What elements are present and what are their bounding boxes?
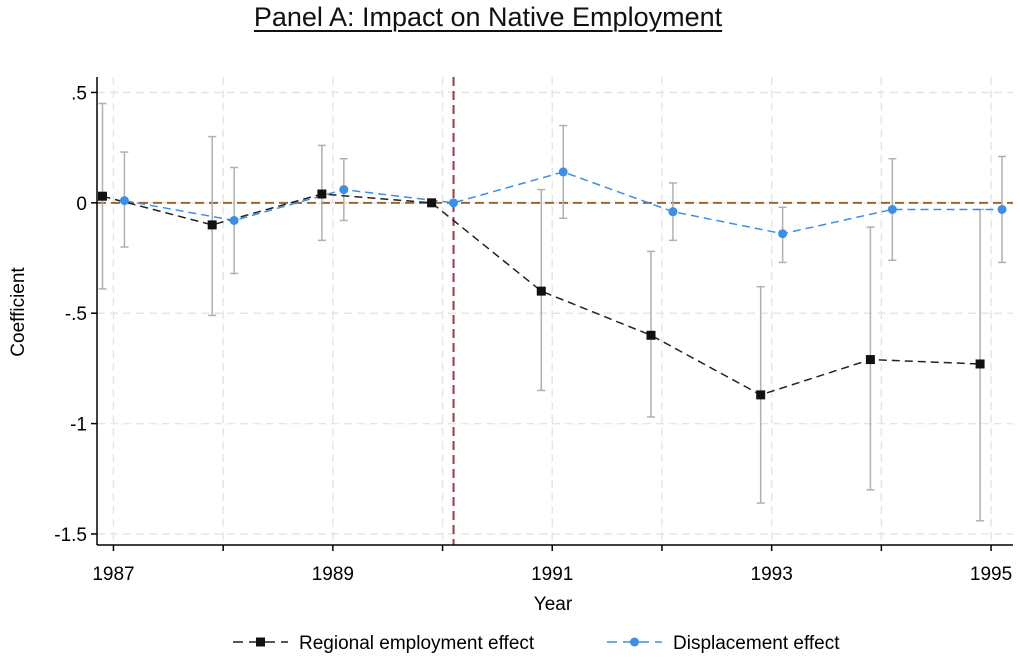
data-point-circle xyxy=(668,207,678,217)
reference-lines xyxy=(97,77,1013,545)
y-tick-label: .5 xyxy=(71,83,87,104)
x-tick-label: 1989 xyxy=(312,564,354,585)
y-tick-label: 0 xyxy=(76,194,87,215)
x-tick-label: 1987 xyxy=(92,564,134,585)
series-markers xyxy=(97,167,1007,400)
grid-lines xyxy=(97,77,1013,545)
data-point-square xyxy=(427,198,437,208)
x-axis-label: Year xyxy=(534,594,573,615)
legend-item: Regional employment effect xyxy=(233,633,535,654)
data-point-circle xyxy=(229,215,239,225)
data-point-square xyxy=(207,220,217,230)
data-point-square xyxy=(865,355,875,365)
x-tick-label: 1995 xyxy=(970,564,1012,585)
legend-marker-circle xyxy=(630,637,639,647)
data-point-circle xyxy=(997,204,1007,214)
series-line-0 xyxy=(102,193,981,396)
x-tick-label: 1993 xyxy=(751,564,793,585)
y-tick-label: -1 xyxy=(70,415,87,436)
legend-item: Displacement effect xyxy=(607,633,840,654)
data-point-circle xyxy=(119,196,129,206)
x-tick-label: 1991 xyxy=(531,564,573,585)
data-point-circle xyxy=(887,204,897,214)
legend: Regional employment effect Displacement e… xyxy=(233,633,840,654)
y-tick-label: -1.5 xyxy=(54,525,87,546)
data-point-circle xyxy=(558,167,568,177)
data-point-circle xyxy=(449,198,459,208)
data-point-square xyxy=(536,286,546,296)
data-point-circle xyxy=(339,185,349,195)
data-point-square xyxy=(97,191,107,201)
y-tick-label: -.5 xyxy=(65,304,87,325)
legend-label: Displacement effect xyxy=(673,633,840,654)
data-point-circle xyxy=(778,229,788,239)
y-axis-label: Coefficient xyxy=(8,267,29,357)
legend-label: Regional employment effect xyxy=(299,633,535,654)
data-point-square xyxy=(646,330,656,340)
chart-title: Panel A: Impact on Native Employment xyxy=(253,2,723,32)
legend-marker-square xyxy=(256,637,265,647)
data-point-square xyxy=(975,359,985,369)
data-point-square xyxy=(317,189,327,199)
data-point-square xyxy=(756,390,766,400)
